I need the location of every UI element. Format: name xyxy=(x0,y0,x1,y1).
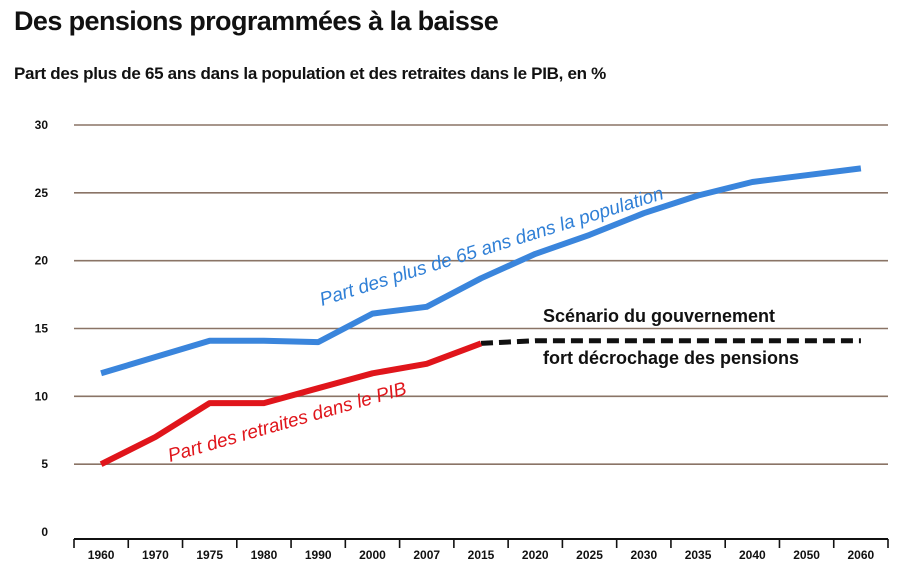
x-tick-label: 2007 xyxy=(413,548,440,562)
x-tick-label: 2015 xyxy=(468,548,495,562)
x-tick-label: 1990 xyxy=(305,548,332,562)
series-line-scenario xyxy=(480,338,861,346)
x-tick-label: 1975 xyxy=(196,548,223,562)
scenario-label-line1: Scénario du gouvernement xyxy=(543,306,775,326)
chart-subtitle: Part des plus de 65 ans dans la populati… xyxy=(14,64,606,83)
chart-title: Des pensions programmées à la baisse xyxy=(14,6,499,36)
series-lines xyxy=(99,165,862,467)
y-tick-label: 30 xyxy=(35,118,49,132)
x-axis-ticks: 1960 1970 1975 1980 1990 2000 2007 2015 2020 2025… xyxy=(88,548,875,562)
x-axis xyxy=(73,538,889,548)
red-series-label: Part des retraites dans le PIB xyxy=(166,378,410,466)
y-tick-label: 15 xyxy=(35,322,49,336)
series-line-retraites-pib xyxy=(99,340,483,467)
y-tick-label: 20 xyxy=(35,254,49,268)
x-tick-label: 1970 xyxy=(142,548,169,562)
x-tick-label: 1960 xyxy=(88,548,115,562)
x-tick-label: 2000 xyxy=(359,548,386,562)
y-axis-ticks: 0 5 10 15 20 25 30 xyxy=(35,118,49,539)
blue-series-label: Part des plus de 65 ans dans la populati… xyxy=(317,183,666,310)
x-tick-label: 2030 xyxy=(630,548,657,562)
x-tick-label: 2040 xyxy=(739,548,766,562)
scenario-label-line2: fort décrochage des pensions xyxy=(543,348,799,368)
x-tick-label: 2025 xyxy=(576,548,603,562)
x-tick-label: 1980 xyxy=(251,548,278,562)
y-tick-label: 10 xyxy=(35,389,49,403)
y-tick-label: 0 xyxy=(41,525,48,539)
x-tick-label: 2060 xyxy=(848,548,875,562)
y-tick-label: 5 xyxy=(41,457,48,471)
annotations: Part des plus de 65 ans dans la populati… xyxy=(166,183,799,466)
x-tick-label: 2050 xyxy=(793,548,820,562)
gridlines xyxy=(74,124,888,465)
series-line-population-65 xyxy=(100,165,862,377)
y-tick-label: 25 xyxy=(35,186,49,200)
x-tick-label: 2035 xyxy=(685,548,712,562)
x-tick-label: 2020 xyxy=(522,548,549,562)
